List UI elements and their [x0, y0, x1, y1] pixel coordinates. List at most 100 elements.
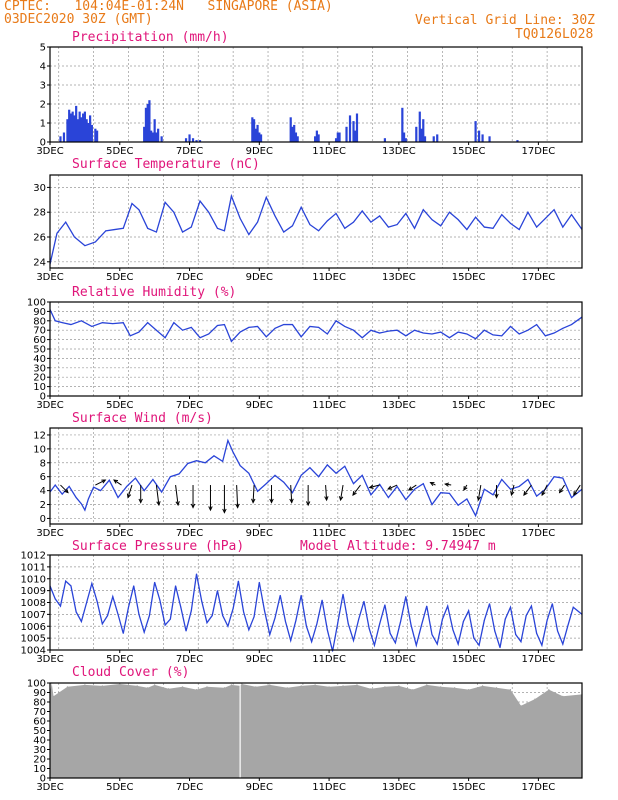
cloud-point: [101, 685, 103, 687]
press-point: [243, 611, 245, 613]
press-point: [494, 630, 496, 632]
x-tick-label: 5DEC: [106, 400, 133, 411]
press-point: [368, 628, 370, 630]
press-point: [536, 632, 538, 634]
precip-bar: [252, 119, 256, 142]
wind-point: [93, 486, 95, 488]
temp-point: [431, 219, 433, 221]
press-point: [211, 615, 213, 617]
rh-point: [300, 336, 302, 338]
wind-arrow-shaft: [95, 479, 106, 486]
cloud-point: [300, 685, 302, 687]
press-point: [290, 640, 292, 641]
y-tick-label: 1007: [21, 610, 46, 621]
press-point: [478, 644, 480, 646]
rh-point: [457, 331, 459, 333]
x-tick-label: 3DEC: [36, 782, 63, 793]
wind-arrow: [113, 479, 122, 486]
press-point: [227, 625, 229, 627]
wind-point: [204, 462, 206, 464]
wind-point: [117, 497, 119, 499]
press-point: [353, 640, 355, 641]
cloud-point: [534, 698, 536, 700]
press-point: [201, 600, 203, 602]
wind-point: [54, 484, 56, 486]
precip-bar: [352, 121, 355, 142]
precip-bar: [294, 132, 298, 142]
cloud-point: [147, 687, 149, 689]
rh-point: [544, 335, 546, 337]
press-point: [363, 600, 365, 602]
y-tick-label: 0: [40, 514, 46, 525]
wind-panel: 0 2 4 6 8 10 12 3DEC 5DEC 7DEC 9DEC 11DEC 13DEC 15DEC…: [33, 411, 583, 539]
wind-point: [227, 440, 229, 442]
rh-point: [208, 333, 210, 335]
press-point: [394, 642, 396, 644]
press-point: [148, 615, 150, 617]
x-tick-label: 3DEC: [36, 528, 63, 539]
y-tick-label: 1009: [21, 586, 46, 597]
precip-bar: [383, 138, 386, 142]
y-tick-label: 10: [33, 382, 46, 393]
precip-bar: [191, 138, 195, 142]
x-tick-label: 15DEC: [452, 400, 486, 411]
wind-arrow-head: [541, 491, 546, 497]
wind-arrow-shaft: [477, 484, 482, 501]
temp-point: [131, 203, 133, 205]
x-tick-label: 13DEC: [382, 400, 416, 411]
cloud-point: [356, 684, 358, 686]
x-tick-label: 7DEC: [176, 782, 203, 793]
y-tick-label: 2: [40, 500, 46, 511]
temp-point: [448, 211, 450, 213]
y-tick-label: 80: [33, 698, 46, 709]
wind-arrow: [494, 485, 499, 499]
precip-bar: [420, 128, 423, 142]
temp-point: [199, 200, 201, 202]
press-point: [112, 596, 114, 598]
wind-arrow-head: [523, 491, 528, 496]
precip-bar: [354, 130, 357, 142]
wind-arrow-head: [156, 501, 161, 507]
cloud-point: [269, 684, 271, 686]
press-point: [264, 610, 266, 612]
press-point: [96, 600, 98, 602]
rh-point: [405, 335, 407, 337]
x-tick-label: 7DEC: [176, 400, 203, 411]
cloud-frame: [49, 682, 583, 779]
rh-point: [265, 336, 267, 338]
precip-bar: [415, 126, 418, 142]
temp-point: [440, 225, 442, 227]
wind-arrow-shaft: [155, 484, 160, 506]
press-point: [295, 619, 297, 621]
precip-bar: [198, 140, 202, 142]
precip-bar: [293, 124, 296, 142]
wind-frame: [49, 427, 583, 525]
precip-bar: [516, 140, 519, 142]
press-point: [551, 603, 553, 605]
temp-point: [73, 236, 75, 238]
x-tick-label: 7DEC: [176, 272, 203, 283]
wind-arrow-shaft: [113, 479, 122, 486]
press-point: [530, 605, 532, 607]
precip-bar: [314, 136, 317, 142]
temp-point: [309, 224, 311, 226]
press-series-line: [49, 573, 583, 652]
wind-arrow: [138, 485, 143, 504]
x-tick-label: 11DEC: [312, 528, 346, 539]
wind-arrow-shaft: [290, 485, 293, 503]
precip-bar: [150, 130, 153, 142]
press-point: [515, 634, 517, 636]
press-point: [562, 643, 564, 645]
press-point: [258, 581, 260, 583]
rh-point: [431, 333, 433, 335]
x-tick-label: 7DEC: [176, 528, 203, 539]
temp-point: [518, 229, 520, 231]
y-tick-label: 1005: [21, 634, 46, 645]
temp-point: [509, 222, 511, 224]
wind-arrow-head: [429, 482, 435, 487]
rh-point: [173, 322, 175, 324]
precip-bar: [87, 123, 90, 142]
wind-point: [344, 465, 346, 467]
header-model-code: TQ0126L028: [515, 27, 594, 42]
rh-point: [122, 322, 124, 324]
